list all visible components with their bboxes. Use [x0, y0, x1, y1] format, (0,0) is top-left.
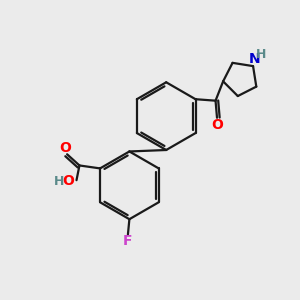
Text: O: O: [211, 118, 223, 132]
Text: N: N: [248, 52, 260, 66]
Text: F: F: [123, 234, 133, 248]
Text: O: O: [60, 141, 72, 155]
Text: H: H: [256, 48, 266, 62]
Text: O: O: [62, 174, 74, 188]
Text: H: H: [54, 175, 64, 188]
